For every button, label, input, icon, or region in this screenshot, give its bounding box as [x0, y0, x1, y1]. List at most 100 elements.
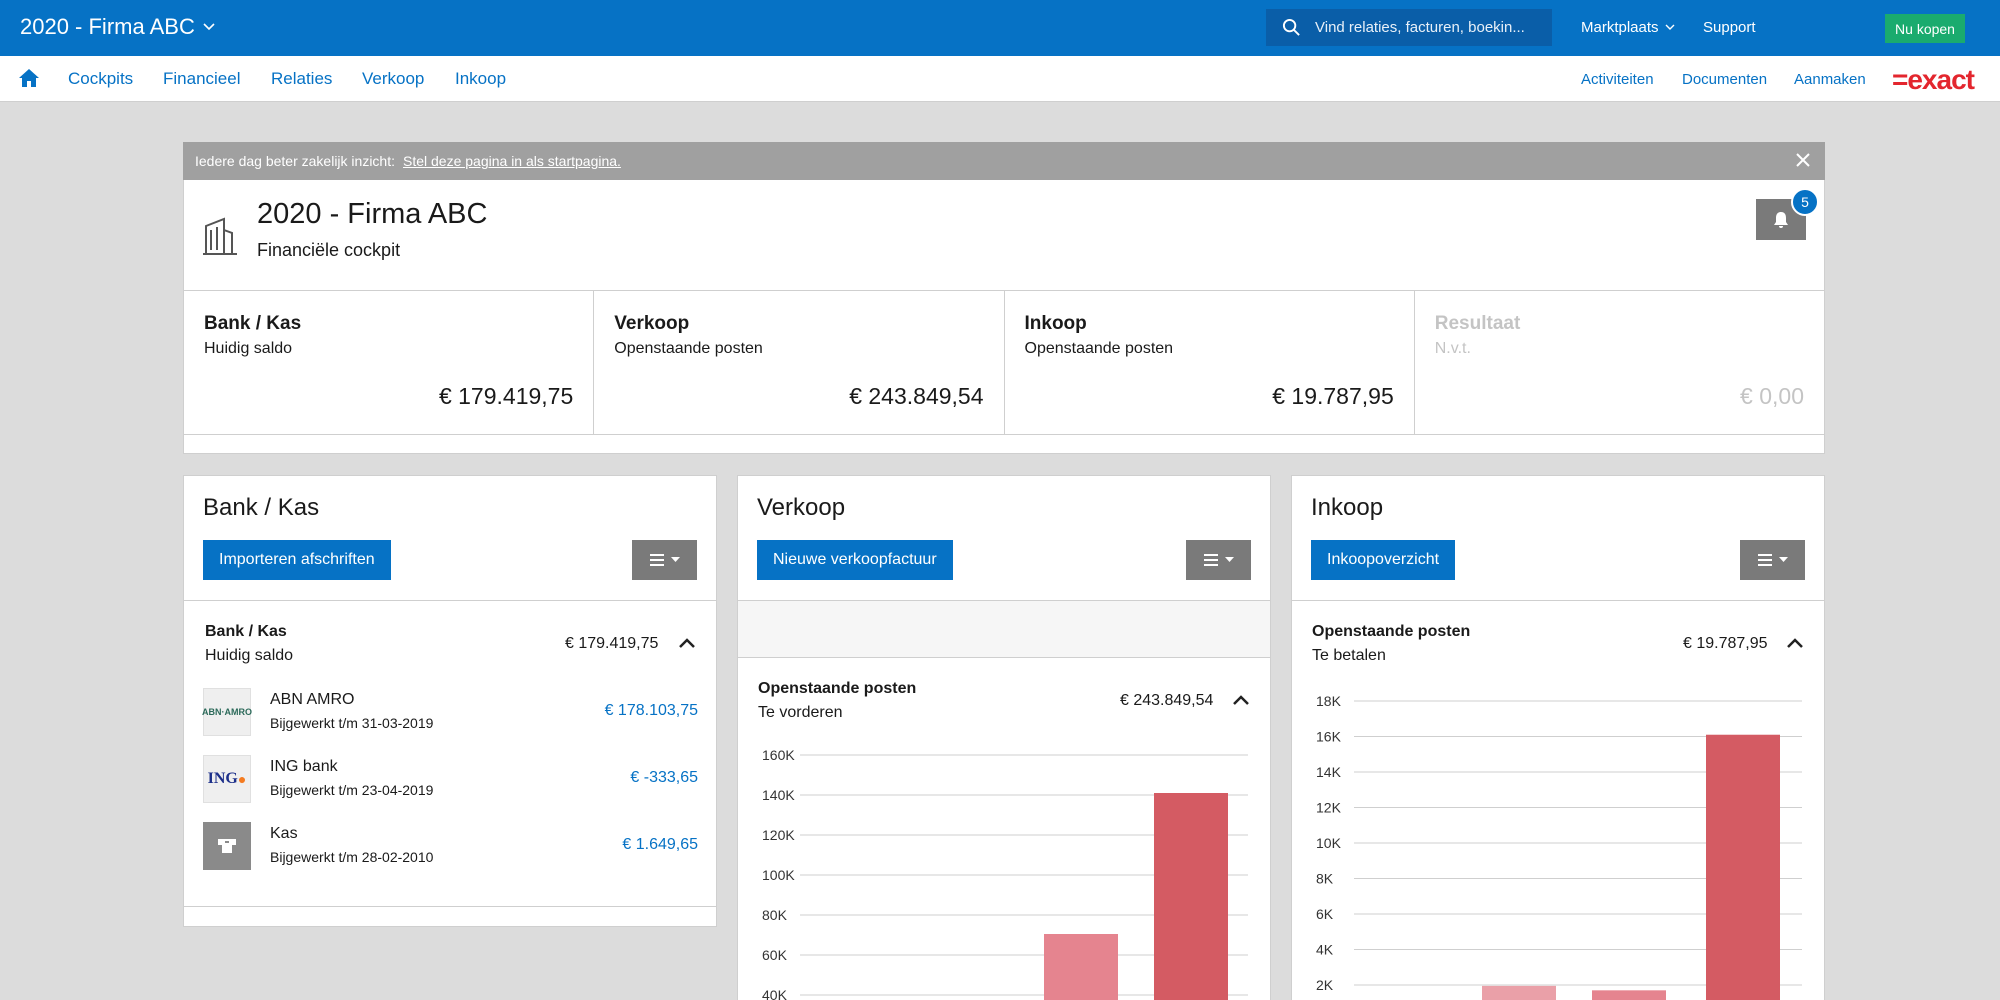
bank-account-row[interactable]: ING ● ING bank Bijgewerkt t/m 23-04-2019 … — [203, 755, 698, 805]
widget-menu-button[interactable] — [632, 540, 697, 580]
ing-logo: ING ● — [203, 755, 251, 803]
inkoop-widget: Inkoop Inkoopoverzicht Openstaande poste… — [1291, 475, 1825, 1000]
y-tick-label: 60K — [762, 947, 788, 963]
kpi-title: Verkoop — [614, 313, 690, 334]
y-tick-label: 80K — [762, 907, 788, 923]
administration-title: 2020 - Firma ABC — [20, 14, 195, 39]
kpi-bank-kas[interactable]: Bank / Kas Huidig saldo € 179.419,75 — [184, 291, 595, 434]
bell-icon — [1774, 211, 1788, 228]
account-name: ABN AMRO — [270, 691, 355, 708]
widget-menu-button[interactable] — [1186, 540, 1251, 580]
menu-icon — [1204, 554, 1218, 566]
bar — [1706, 734, 1780, 1000]
page-subtitle: Financiële cockpit — [257, 240, 401, 260]
kpi-inkoop[interactable]: Inkoop Openstaande posten € 19.787,95 — [1005, 291, 1415, 434]
kpi-title: Inkoop — [1024, 313, 1087, 334]
account-balance[interactable]: € -333,65 — [630, 769, 698, 786]
divider — [1292, 600, 1824, 601]
y-tick-label: 120K — [762, 827, 795, 843]
chevron-up-icon[interactable] — [678, 636, 696, 654]
home-icon[interactable] — [18, 68, 40, 93]
section-title: Openstaande posten — [1312, 623, 1471, 640]
bank-account-row[interactable]: ABN·AMRO ABN AMRO Bijgewerkt t/m 31-03-2… — [202, 688, 698, 738]
widget-menu-button[interactable] — [1740, 540, 1805, 580]
y-tick-label: 16K — [1316, 729, 1342, 745]
create-link[interactable]: Aanmaken — [1794, 71, 1866, 88]
kpi-resultaat: Resultaat N.v.t. € 0,00 — [1415, 291, 1824, 434]
bank-logo-text: ING — [207, 770, 238, 787]
menu-inkoop[interactable]: Inkoop — [455, 69, 507, 88]
search-input[interactable]: Vind relaties, facturen, boekin... — [1266, 9, 1552, 46]
account-balance[interactable]: € 178.103,75 — [604, 702, 698, 719]
section-title: Bank / Kas — [205, 623, 287, 640]
exact-logo: =exact — [1892, 64, 1975, 95]
section-amount: € 19.787,95 — [1683, 635, 1768, 652]
account-updated: Bijgewerkt t/m 31-03-2019 — [270, 715, 434, 731]
support-link[interactable]: Support — [1703, 19, 1756, 36]
new-sales-invoice-button[interactable]: Nieuwe verkoopfactuur — [757, 540, 953, 580]
menu-cockpits[interactable]: Cockpits — [68, 69, 134, 88]
lion-icon: ● — [237, 771, 247, 787]
top-bar: 2020 - Firma ABC Vind relaties, facturen… — [0, 0, 2000, 56]
kpi-row: Bank / Kas Huidig saldo € 179.419,75 Ver… — [184, 290, 1824, 435]
activities-link[interactable]: Activiteiten — [1581, 71, 1654, 88]
import-statements-button[interactable]: Importeren afschriften — [203, 540, 391, 580]
verkoop-widget: Verkoop Nieuwe verkoopfactuur Openstaand… — [737, 475, 1271, 1000]
y-tick-label: 14K — [1316, 764, 1342, 780]
y-tick-label: 12K — [1316, 800, 1342, 816]
kpi-subtitle: N.v.t. — [1434, 340, 1471, 357]
main-menu: Cockpits Financieel Relaties Verkoop Ink… — [0, 56, 2000, 102]
divider — [184, 906, 716, 907]
y-tick-label: 18K — [1316, 693, 1342, 709]
startpage-notice: Iedere dag beter zakelijk inzicht: Stel … — [183, 142, 1825, 180]
notice-text: Iedere dag beter zakelijk inzicht: — [195, 153, 395, 169]
widget-title: Inkoop — [1311, 494, 1384, 521]
kpi-verkoop[interactable]: Verkoop Openstaande posten € 243.849,54 — [594, 291, 1005, 434]
documents-link[interactable]: Documenten — [1682, 71, 1768, 88]
bar — [1044, 934, 1118, 1000]
search-placeholder: Vind relaties, facturen, boekin... — [1315, 19, 1525, 36]
notification-count-badge: 5 — [1791, 188, 1819, 216]
kpi-title: Bank / Kas — [204, 313, 302, 334]
marketplace-label: Marktplaats — [1581, 19, 1659, 36]
caret-down-icon — [1779, 557, 1788, 562]
purchase-overview-button[interactable]: Inkoopoverzicht — [1311, 540, 1456, 580]
chevron-up-icon[interactable] — [1232, 693, 1250, 711]
bank-account-row[interactable]: Kas Bijgewerkt t/m 28-02-2010 € 1.649,65 — [203, 822, 698, 872]
kpi-subtitle: Openstaande posten — [614, 340, 763, 357]
building-icon — [200, 216, 240, 261]
section-title: Openstaande posten — [758, 680, 917, 697]
divider — [738, 657, 1270, 658]
kpi-title: Resultaat — [1434, 313, 1521, 334]
divider — [738, 600, 1270, 601]
caret-down-icon — [671, 557, 680, 562]
caret-down-icon — [1225, 557, 1234, 562]
account-name: Kas — [270, 825, 298, 842]
bar — [1482, 985, 1556, 1000]
y-tick-label: 40K — [762, 987, 788, 1000]
administration-switcher[interactable]: 2020 - Firma ABC — [20, 14, 215, 40]
menu-verkoop[interactable]: Verkoop — [362, 69, 425, 88]
menu-icon — [650, 554, 664, 566]
y-tick-label: 8K — [1316, 871, 1334, 887]
chevron-up-icon[interactable] — [1786, 636, 1804, 654]
account-balance[interactable]: € 1.649,65 — [622, 836, 698, 853]
set-startpage-link[interactable]: Stel deze pagina in als startpagina. — [403, 153, 621, 169]
buy-now-button[interactable]: Nu kopen — [1885, 14, 1965, 43]
y-tick-label: 2K — [1316, 977, 1334, 993]
y-tick-label: 4K — [1316, 942, 1334, 958]
kpi-value: € 0,00 — [1740, 383, 1804, 409]
widget-title: Verkoop — [757, 494, 846, 521]
menu-financieel[interactable]: Financieel — [163, 69, 241, 88]
kpi-value: € 243.849,54 — [849, 383, 984, 409]
menu-relaties[interactable]: Relaties — [271, 69, 333, 88]
account-updated: Bijgewerkt t/m 23-04-2019 — [270, 782, 434, 798]
bar — [1154, 793, 1228, 1000]
close-icon[interactable] — [1795, 152, 1811, 171]
section-amount: € 243.849,54 — [1120, 692, 1214, 709]
y-tick-label: 10K — [1316, 835, 1342, 851]
kpi-subtitle: Openstaande posten — [1024, 340, 1174, 357]
marketplace-menu[interactable]: Marktplaats — [1581, 19, 1675, 36]
bank-logo-text: ABN·AMRO — [202, 707, 252, 717]
cockpit-header: 2020 - Firma ABC Financiële cockpit 5 Ba… — [183, 180, 1825, 454]
